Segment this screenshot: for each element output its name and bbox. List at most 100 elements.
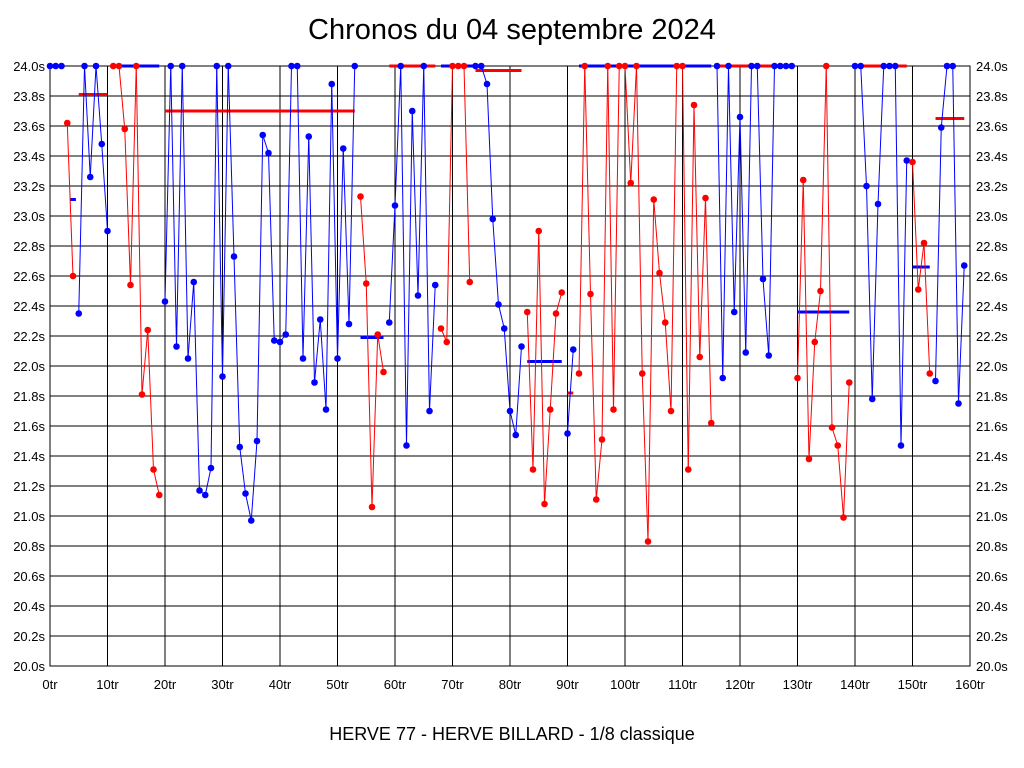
data-point xyxy=(627,179,635,187)
series-segment xyxy=(141,329,149,395)
series-segment xyxy=(923,242,931,374)
series-segment xyxy=(532,230,540,470)
data-point xyxy=(799,176,807,184)
data-point xyxy=(75,310,83,317)
data-point xyxy=(575,370,583,377)
series-segment xyxy=(797,179,804,379)
data-point xyxy=(535,227,543,235)
x-tick-label: 130tr xyxy=(783,677,813,692)
y-tick-label-left: 23.2s xyxy=(13,179,45,194)
series-segment xyxy=(89,65,97,178)
data-point xyxy=(339,145,347,152)
data-point xyxy=(69,272,77,280)
data-point xyxy=(270,337,278,344)
y-tick-label-left: 21.2s xyxy=(13,479,45,494)
series-segment xyxy=(705,197,712,424)
data-point xyxy=(230,253,238,260)
data-point xyxy=(115,62,123,70)
data-point xyxy=(943,62,951,70)
y-tick-label-right: 22.8s xyxy=(976,239,1008,254)
series-segment xyxy=(256,134,264,442)
data-point xyxy=(104,227,111,235)
y-tick-label-left: 21.6s xyxy=(13,419,45,434)
data-point xyxy=(207,464,215,472)
data-point xyxy=(690,101,698,109)
data-point xyxy=(730,308,738,316)
data-point xyxy=(845,379,853,386)
y-tick-label-right: 23.8s xyxy=(976,89,1008,104)
y-tick-label-right: 20.0s xyxy=(976,659,1008,674)
series-segment xyxy=(187,281,195,359)
series-segment xyxy=(503,328,511,412)
plot-frame xyxy=(49,65,971,667)
data-point xyxy=(523,308,531,316)
series-segment xyxy=(337,148,344,359)
series-segment xyxy=(250,440,258,521)
series-segment xyxy=(388,205,396,323)
series-segment xyxy=(463,65,471,283)
y-tick-label-left: 24.0s xyxy=(13,59,45,74)
data-point xyxy=(696,353,704,361)
data-point xyxy=(748,62,755,70)
series-segment xyxy=(84,65,91,178)
data-point xyxy=(771,62,778,70)
series-segment xyxy=(153,469,160,496)
y-tick-label-left: 23.6s xyxy=(13,119,45,134)
data-point xyxy=(604,62,612,70)
data-point xyxy=(408,107,416,115)
series-segment xyxy=(400,65,407,446)
data-point xyxy=(840,514,847,521)
data-point xyxy=(414,292,422,299)
data-point xyxy=(742,349,750,356)
data-point xyxy=(293,62,301,70)
data-point xyxy=(92,62,100,70)
data-point xyxy=(615,62,623,70)
series-segment xyxy=(319,319,327,410)
data-point xyxy=(702,194,709,202)
data-point xyxy=(529,466,537,473)
series-segment xyxy=(728,65,735,313)
series-segment xyxy=(693,104,701,358)
data-point xyxy=(155,491,163,499)
series-segment xyxy=(733,116,741,313)
data-point xyxy=(431,281,439,289)
data-point xyxy=(949,62,957,70)
data-point xyxy=(167,62,175,70)
series-segment xyxy=(492,218,499,305)
series-segment xyxy=(124,128,131,286)
series-segment xyxy=(756,65,764,280)
series-segment xyxy=(699,197,706,358)
data-point xyxy=(443,338,451,346)
series-segment xyxy=(331,83,338,359)
series-segment xyxy=(843,382,850,518)
series-segment xyxy=(590,293,597,500)
series-segment xyxy=(871,203,879,400)
series-segment xyxy=(423,65,430,412)
data-point xyxy=(713,62,721,70)
y-tick-label-left: 22.4s xyxy=(13,299,45,314)
series-layer xyxy=(46,62,968,545)
data-point xyxy=(109,62,117,70)
series-segment xyxy=(417,65,425,296)
data-point xyxy=(219,373,226,380)
data-point xyxy=(460,62,468,70)
series-segment xyxy=(578,65,586,374)
series-segment xyxy=(239,446,246,494)
data-point xyxy=(650,196,658,203)
data-point xyxy=(213,62,221,70)
series-segment xyxy=(866,185,873,400)
series-segment xyxy=(687,104,695,470)
series-segment xyxy=(917,242,925,290)
series-segment xyxy=(164,65,172,302)
data-point xyxy=(719,374,727,382)
x-tick-label: 40tr xyxy=(269,677,292,692)
series-segment xyxy=(607,65,614,410)
data-point xyxy=(794,374,801,382)
data-point xyxy=(920,239,928,247)
data-point xyxy=(822,62,830,70)
data-point xyxy=(765,352,773,359)
data-point xyxy=(725,62,732,70)
series-segment xyxy=(762,278,770,356)
y-tick-label-left: 21.4s xyxy=(13,449,45,464)
series-segment xyxy=(647,199,655,542)
